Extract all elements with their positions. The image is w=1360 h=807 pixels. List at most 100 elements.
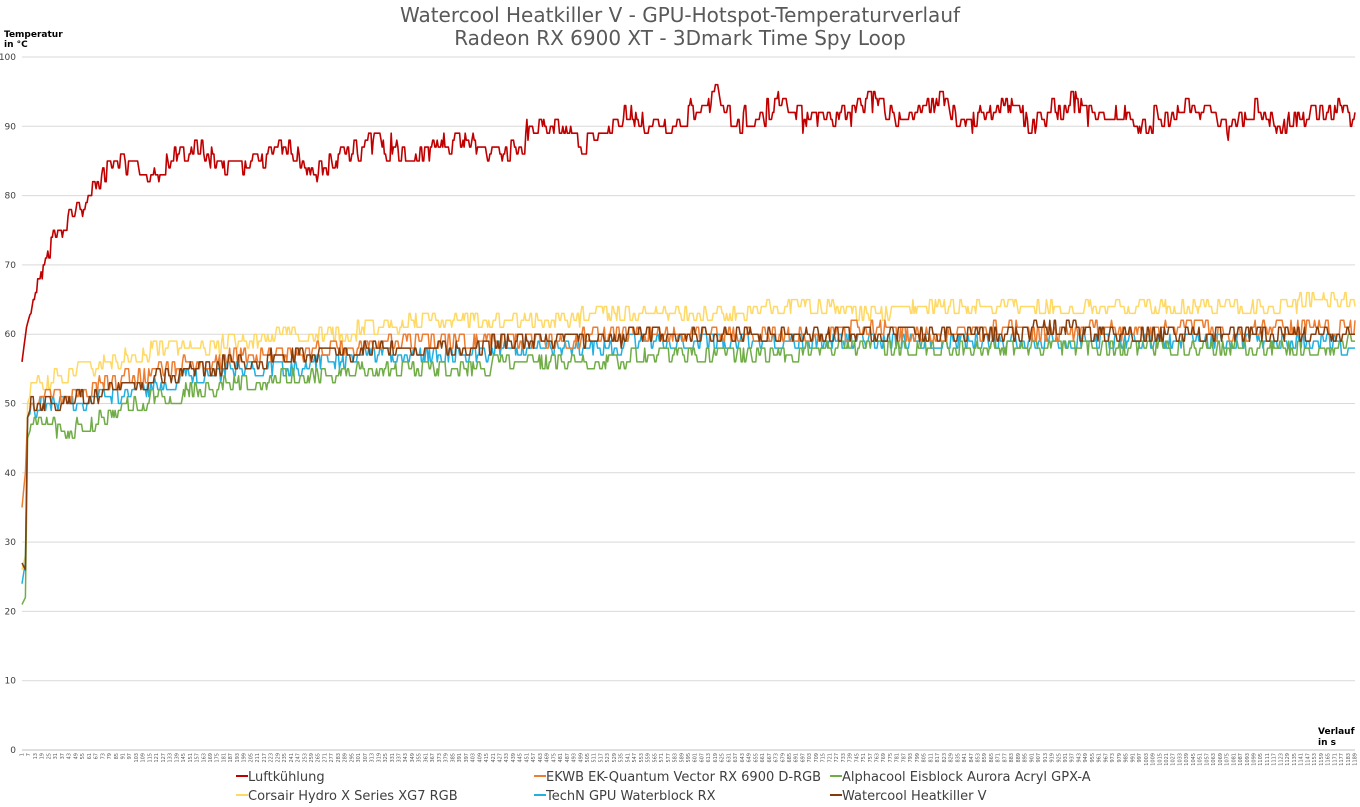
- x-tick-label: 427: [497, 753, 503, 763]
- y-tick-label: 60: [5, 330, 17, 340]
- x-tick-label: 745: [854, 753, 860, 763]
- x-tick-label: 223: [269, 753, 275, 763]
- x-tick-label: 181: [221, 753, 227, 763]
- x-tick-label: 739: [848, 753, 854, 763]
- x-tick-label: 703: [807, 753, 813, 763]
- legend-entry: TechN GPU Waterblock RX: [545, 789, 716, 804]
- x-tick-label: 133: [168, 753, 174, 763]
- x-tick-label: 1105: [1258, 753, 1264, 766]
- x-tick-label: 715: [821, 753, 827, 763]
- x-tick-label: 229: [275, 753, 281, 763]
- x-tick-label: 217: [262, 753, 268, 763]
- x-tick-label: 637: [733, 753, 739, 763]
- x-tick-label: 253: [302, 753, 308, 763]
- x-tick-label: 565: [652, 753, 658, 763]
- x-tick-label: 439: [511, 753, 517, 763]
- x-tick-label: 241: [289, 753, 295, 763]
- y-tick-label: 20: [5, 607, 17, 617]
- x-tick-label: 211: [255, 753, 261, 763]
- y-axis-label-line1: Temperatur: [4, 30, 63, 40]
- x-tick-label: 763: [875, 753, 881, 763]
- x-tick-label: 475: [551, 753, 557, 763]
- x-tick-label: 1165: [1326, 753, 1332, 766]
- x-tick-label: 787: [901, 753, 907, 763]
- x-tick-label: 625: [720, 753, 726, 763]
- x-tick-label: 13: [33, 753, 39, 759]
- x-tick-label: 301: [356, 753, 362, 763]
- x-tick-label: 709: [814, 753, 820, 763]
- x-tick-label: 1057: [1204, 753, 1210, 766]
- x-tick-label: 115: [147, 753, 153, 763]
- x-tick-label: 1063: [1211, 753, 1217, 766]
- x-tick-label: 481: [558, 753, 564, 763]
- x-tick-label: 823: [942, 753, 948, 763]
- x-tick-label: 1093: [1245, 753, 1251, 766]
- x-tick-label: 313: [370, 753, 376, 763]
- x-tick-label: 1129: [1285, 753, 1291, 766]
- x-tick-label: 865: [989, 753, 995, 763]
- x-tick-label: 1069: [1218, 753, 1224, 766]
- x-tick-label: 325: [383, 753, 389, 763]
- x-tick-label: 841: [962, 753, 968, 763]
- x-tick-label: 679: [780, 753, 786, 763]
- x-tick-label: 103: [134, 753, 140, 763]
- x-tick-label: 1141: [1299, 753, 1305, 766]
- x-tick-label: 349: [410, 753, 416, 763]
- x-tick-label: 343: [403, 753, 409, 763]
- x-tick-label: 1009: [1151, 753, 1157, 766]
- legend-entry: Corsair Hydro X Series XG7 RGB: [248, 789, 458, 804]
- x-tick-label: 961: [1097, 753, 1103, 763]
- x-tick-label: 649: [747, 753, 753, 763]
- x-tick-label: 967: [1103, 753, 1109, 763]
- x-tick-label: 931: [1063, 753, 1069, 763]
- x-tick-label: 493: [572, 753, 578, 763]
- x-tick-label: 1021: [1164, 753, 1170, 766]
- x-tick-label: 673: [774, 753, 780, 763]
- x-tick-label: 517: [598, 753, 604, 763]
- x-tick-label: 901: [1029, 753, 1035, 763]
- x-tick-label: 265: [316, 753, 322, 763]
- x-tick-label: 799: [915, 753, 921, 763]
- x-tick-label: 1147: [1305, 753, 1311, 766]
- x-tick-label: 403: [471, 753, 477, 763]
- x-axis-ticks: 1 7 13 19 25 31 37 43 49 55 61 67 73 79 85 91 97 103 109 11…: [20, 753, 1359, 766]
- y-tick-label: 70: [5, 261, 17, 271]
- x-tick-label: 25: [46, 753, 52, 759]
- x-tick-label: 769: [881, 753, 887, 763]
- x-tick-label: 991: [1130, 753, 1136, 763]
- x-tick-label: 61: [87, 753, 93, 759]
- x-tick-label: 661: [760, 753, 766, 763]
- y-tick-label: 90: [5, 122, 17, 132]
- x-tick-label: 445: [518, 753, 524, 763]
- x-tick-label: 553: [639, 753, 645, 763]
- x-tick-label: 139: [174, 753, 180, 763]
- x-tick-label: 373: [437, 753, 443, 763]
- x-tick-label: 559: [646, 753, 652, 763]
- x-tick-label: 1081: [1231, 753, 1237, 766]
- x-tick-label: 451: [524, 753, 530, 763]
- x-tick-label: 7: [26, 753, 32, 756]
- x-tick-label: 589: [679, 753, 685, 763]
- series-line: [21, 83, 1356, 363]
- y-axis-label-line2: in °C: [4, 40, 28, 50]
- x-tick-label: 541: [625, 753, 631, 763]
- x-tick-label: 895: [1023, 753, 1029, 763]
- x-tick-label: 367: [430, 753, 436, 763]
- x-tick-label: 85: [114, 753, 120, 759]
- x-tick-label: 577: [666, 753, 672, 763]
- x-tick-label: 271: [322, 753, 328, 763]
- x-tick-label: 859: [982, 753, 988, 763]
- x-tick-label: 601: [693, 753, 699, 763]
- x-tick-label: 409: [477, 753, 483, 763]
- x-tick-label: 817: [935, 753, 941, 763]
- x-tick-label: 1: [20, 753, 26, 756]
- x-tick-label: 157: [195, 753, 201, 763]
- x-tick-label: 1075: [1225, 753, 1231, 766]
- x-tick-label: 79: [107, 753, 113, 759]
- x-tick-label: 643: [740, 753, 746, 763]
- x-tick-label: 985: [1124, 753, 1130, 763]
- x-tick-label: 1039: [1184, 753, 1190, 766]
- x-tick-label: 421: [491, 753, 497, 763]
- x-tick-label: 877: [1002, 753, 1008, 763]
- x-tick-label: 1099: [1252, 753, 1258, 766]
